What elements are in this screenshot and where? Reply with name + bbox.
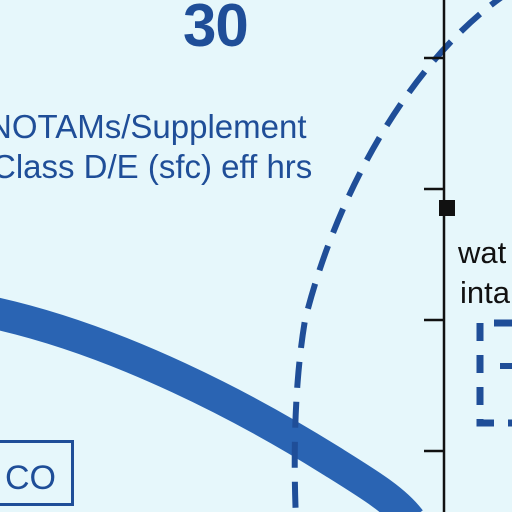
- boxed-label[interactable]: CO: [0, 440, 74, 506]
- obstruction-marker[interactable]: [439, 200, 455, 216]
- side-label-line2: inta: [460, 275, 510, 310]
- boxed-label-text: CO: [5, 459, 56, 497]
- chart-number-label: 30: [183, 0, 249, 59]
- side-label-line1: wat: [458, 235, 507, 270]
- notam-note-line2: Class D/E (sfc) eff hrs: [0, 148, 313, 185]
- dashed-airspace-boundary: [291, 0, 503, 512]
- waypoint-symbol[interactable]: [476, 319, 512, 427]
- route-arc: [0, 297, 423, 512]
- notam-note-line1: NOTAMs/Supplement: [0, 108, 307, 145]
